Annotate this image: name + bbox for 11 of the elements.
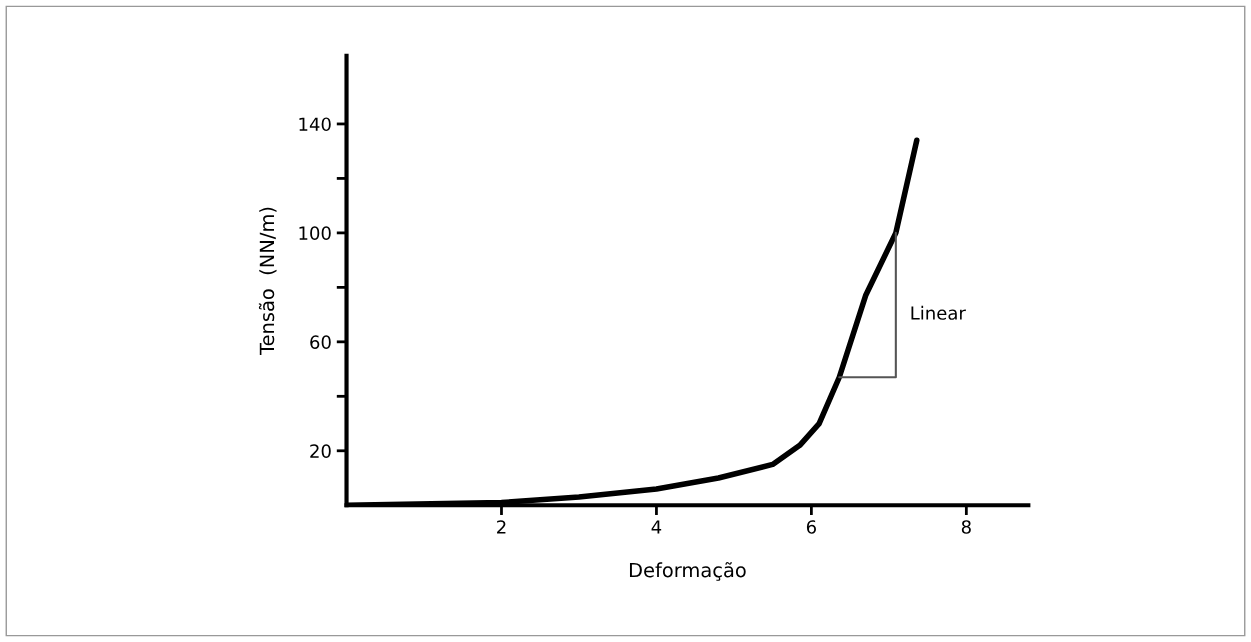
x-tick-label: 2 [497, 520, 506, 534]
x-axis-title: Deformação [629, 562, 746, 581]
x-tick-label: 4 [651, 520, 662, 534]
annotation: Linear [911, 305, 966, 320]
y-tick-label: 140 [299, 117, 331, 132]
x-tick-label: 8 [961, 520, 971, 534]
x-tick-label: 6 [806, 520, 816, 534]
y-axis-title: Tensão (NN/m) [258, 207, 277, 356]
y-tick-label: 100 [299, 226, 331, 241]
y-tick-label: 20 [310, 444, 331, 458]
y-tick-label: 60 [310, 335, 331, 349]
